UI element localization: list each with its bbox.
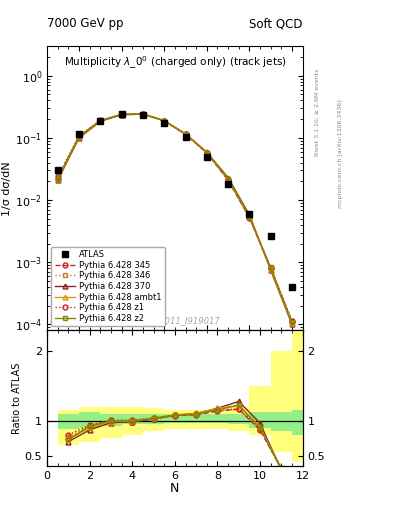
Text: 7000 GeV pp: 7000 GeV pp <box>47 17 124 30</box>
Y-axis label: 1/σ dσ/dN: 1/σ dσ/dN <box>2 161 12 216</box>
Legend: ATLAS, Pythia 6.428 345, Pythia 6.428 346, Pythia 6.428 370, Pythia 6.428 ambt1,: ATLAS, Pythia 6.428 345, Pythia 6.428 34… <box>51 247 165 326</box>
Y-axis label: Ratio to ATLAS: Ratio to ATLAS <box>12 362 22 434</box>
Text: Rivet 3.1.10, ≥ 2.6M events: Rivet 3.1.10, ≥ 2.6M events <box>314 69 320 156</box>
Text: Soft QCD: Soft QCD <box>249 17 303 30</box>
Text: mcplots.cern.ch [arXiv:1306.3436]: mcplots.cern.ch [arXiv:1306.3436] <box>338 99 343 208</box>
Text: Multiplicity $\lambda\_0^0$ (charged only) (track jets): Multiplicity $\lambda\_0^0$ (charged onl… <box>64 55 286 71</box>
Text: ATLAS_2011_I919017: ATLAS_2011_I919017 <box>130 316 220 325</box>
X-axis label: N: N <box>170 482 180 495</box>
